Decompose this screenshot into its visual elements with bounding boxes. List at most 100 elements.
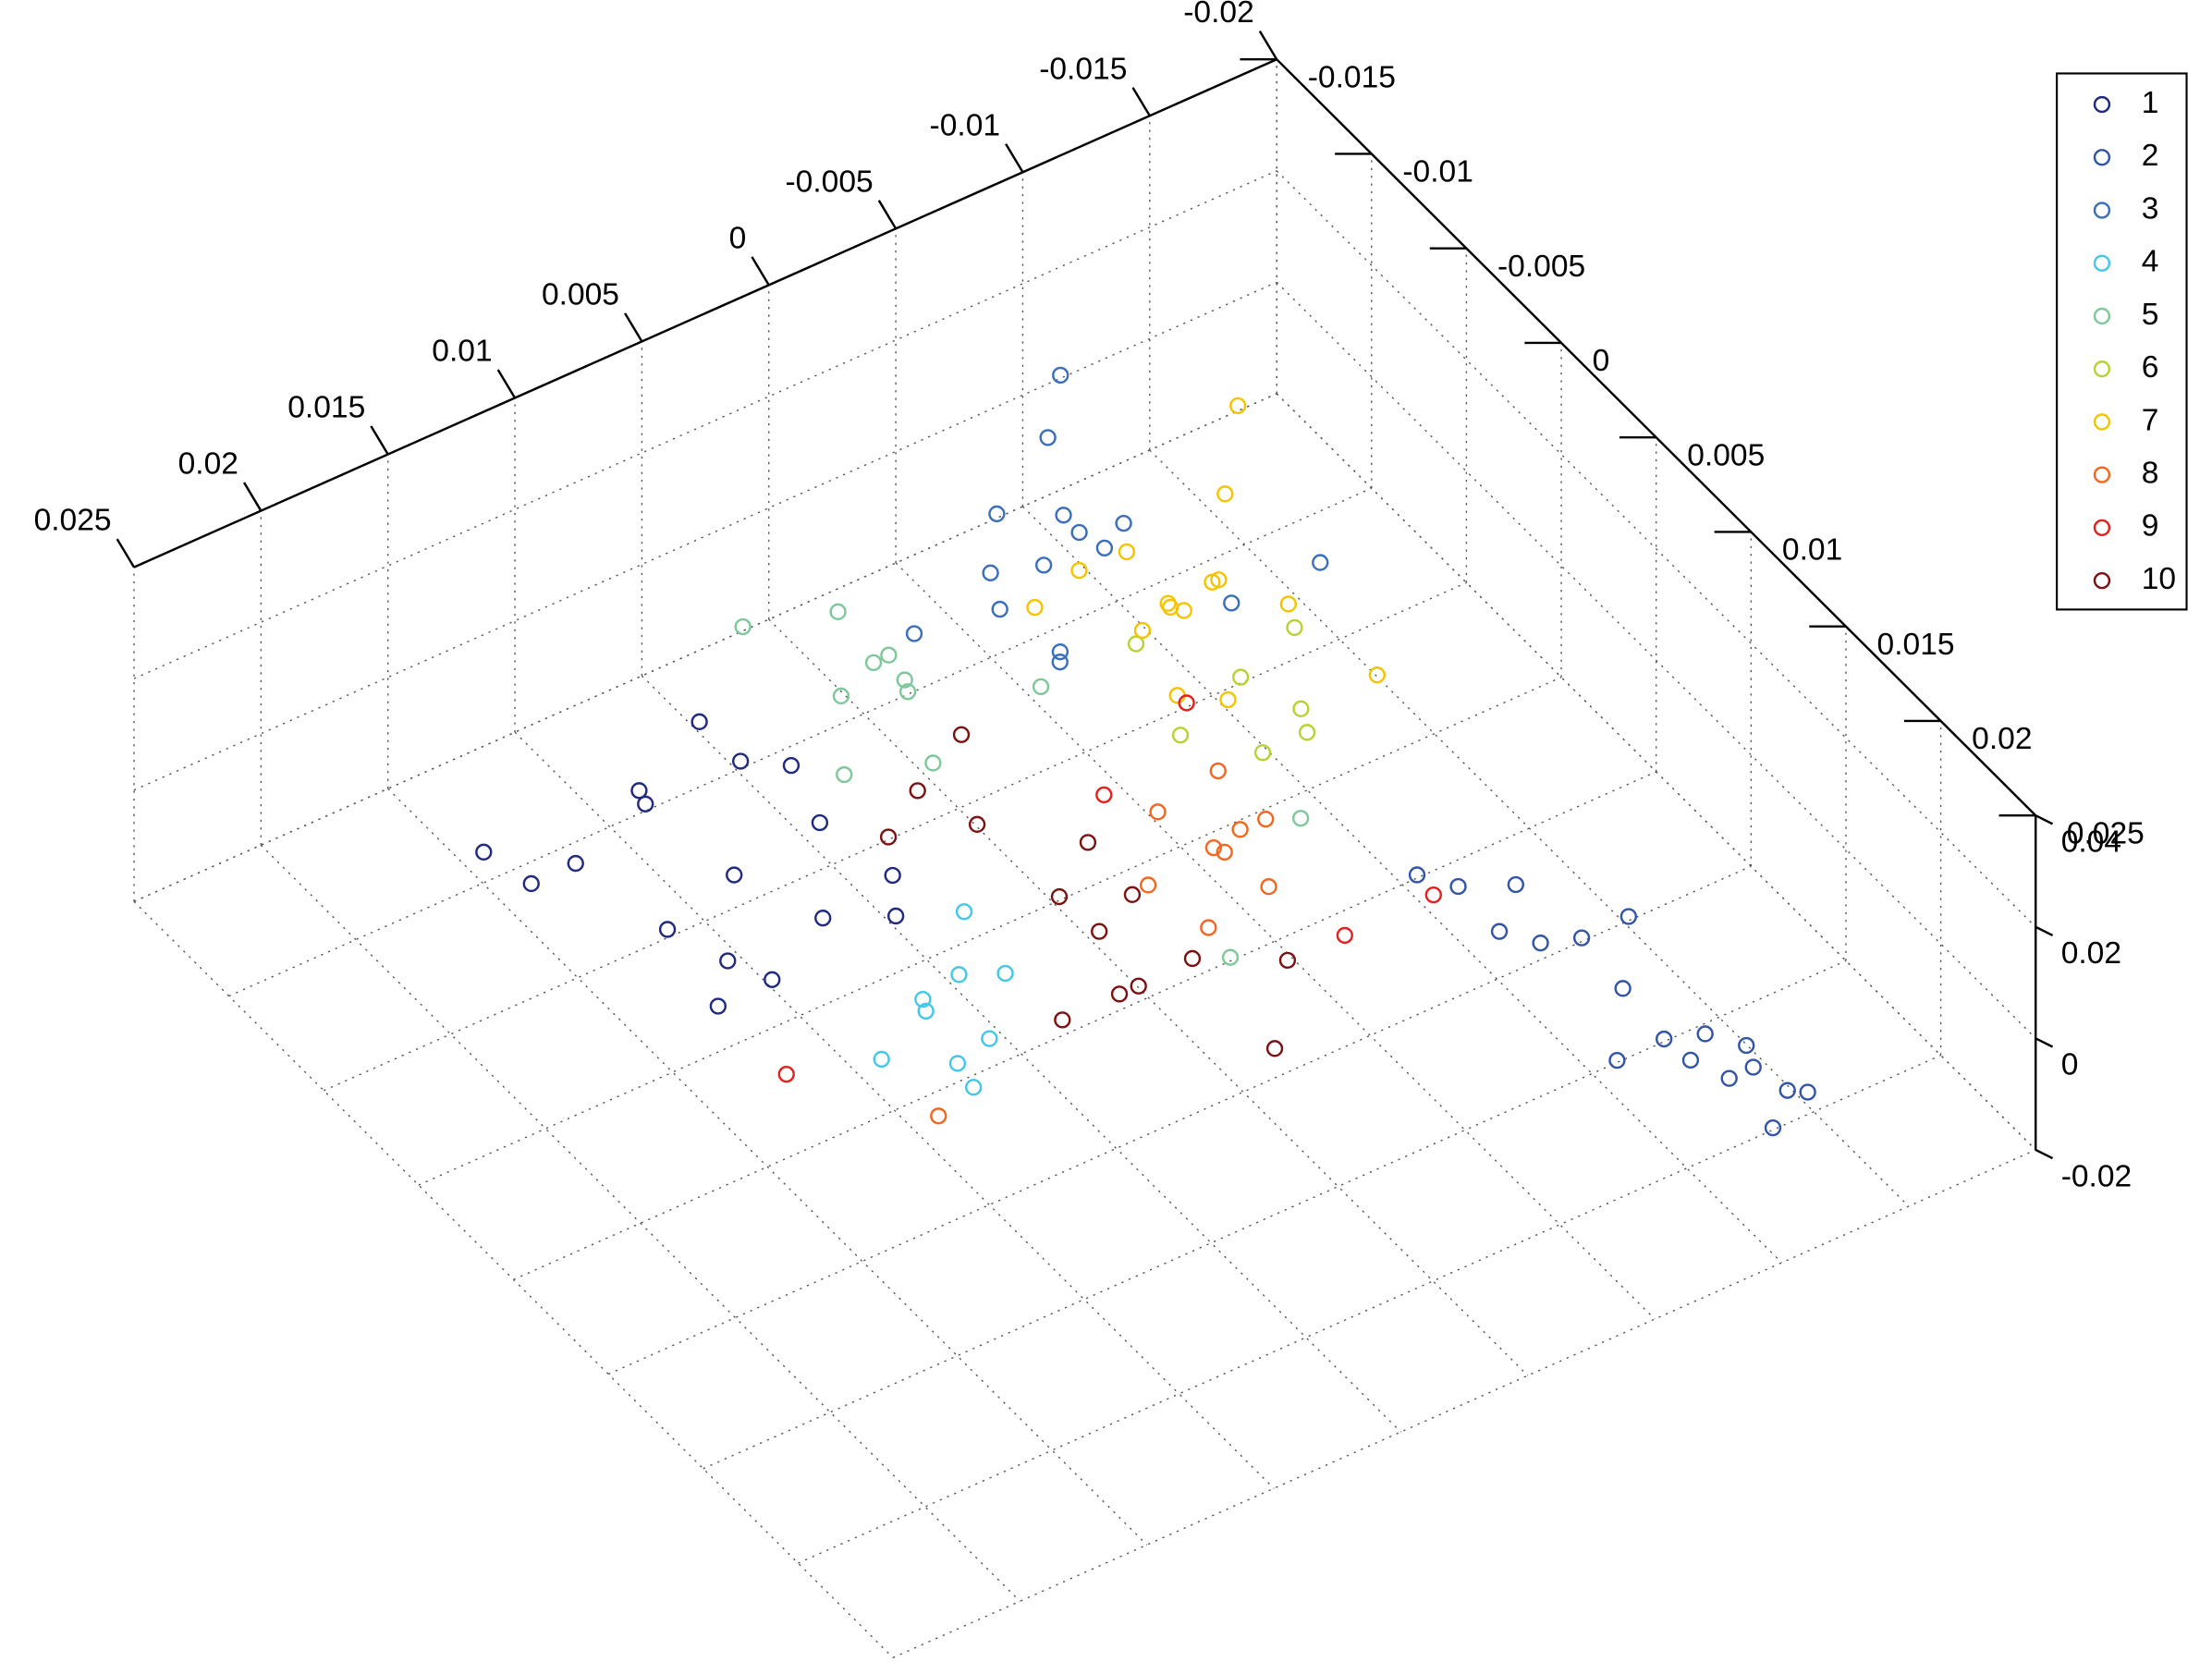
point	[719, 952, 737, 970]
y-tick-label: 0.02	[1972, 722, 2032, 756]
grid-line	[768, 618, 1529, 1376]
point	[1292, 700, 1310, 717]
legend-marker	[2093, 519, 2111, 537]
legend-label: 4	[2142, 245, 2159, 279]
grid-line	[641, 675, 1401, 1433]
legend-label: 6	[2142, 350, 2159, 385]
point	[1744, 1058, 1762, 1076]
point	[829, 603, 847, 620]
point	[1115, 514, 1132, 532]
point	[1159, 594, 1177, 612]
point	[637, 795, 654, 813]
y-tick-label: -0.005	[1497, 250, 1585, 284]
point	[930, 1107, 947, 1125]
point	[1079, 834, 1097, 851]
grid-line	[1276, 170, 2036, 928]
point	[1149, 803, 1167, 821]
legend-label: 10	[2142, 562, 2176, 596]
grid-line	[418, 677, 1562, 1186]
point	[1720, 1069, 1738, 1087]
point	[1231, 821, 1249, 838]
point	[1070, 561, 1088, 580]
x-tick	[116, 538, 136, 568]
x-tick-label: 0.025	[34, 504, 112, 538]
grid-line	[798, 1055, 1941, 1564]
legend-box	[2056, 72, 2188, 611]
point	[1619, 908, 1638, 925]
point	[1408, 866, 1426, 884]
point	[811, 813, 829, 832]
point	[1168, 687, 1186, 704]
point	[981, 1030, 998, 1047]
point	[1039, 429, 1057, 446]
point	[1095, 539, 1114, 557]
point	[1204, 573, 1221, 591]
grid-line	[607, 865, 1752, 1375]
grid-line	[387, 788, 1148, 1546]
point	[1051, 654, 1069, 671]
legend-marker	[2093, 571, 2111, 590]
x-tick-label: -0.005	[786, 165, 874, 199]
point	[1216, 485, 1234, 503]
point	[1257, 811, 1275, 828]
point	[898, 683, 917, 701]
point	[732, 752, 750, 770]
grid-line	[228, 487, 1373, 997]
point	[1424, 886, 1442, 904]
point	[1216, 843, 1233, 862]
y-tick-label: 0.025	[2067, 816, 2145, 850]
point	[1507, 875, 1525, 894]
point	[782, 756, 800, 775]
point	[880, 646, 898, 664]
y-tick-label: 0.01	[1782, 533, 1842, 568]
x-axis	[133, 58, 1277, 568]
legend-label: 8	[2142, 457, 2159, 491]
point	[924, 754, 942, 772]
z-tick-label: 0.04	[2061, 825, 2121, 860]
z-tick	[2035, 1037, 2054, 1048]
point	[1253, 744, 1272, 762]
point	[1123, 886, 1142, 903]
legend-marker	[2093, 466, 2111, 483]
point	[1127, 635, 1145, 653]
legend-label: 1	[2142, 86, 2159, 120]
point	[1656, 1030, 1673, 1048]
x-tick-label: 0.01	[432, 335, 492, 369]
z-tick-label: 0.02	[2061, 936, 2121, 971]
point	[1054, 1011, 1071, 1029]
grid-line	[895, 562, 1656, 1320]
point	[1223, 594, 1240, 612]
point	[726, 866, 743, 884]
point	[836, 765, 853, 784]
legend-marker	[2093, 202, 2111, 219]
point	[764, 971, 781, 988]
x-tick	[370, 425, 389, 456]
point	[777, 1065, 795, 1083]
x-tick	[1131, 87, 1151, 116]
point	[952, 726, 971, 743]
point	[1034, 556, 1053, 574]
point	[1368, 666, 1386, 684]
x-tick-label: -0.015	[1039, 52, 1127, 86]
point	[1070, 523, 1088, 542]
point	[1110, 985, 1129, 1003]
point	[1055, 507, 1072, 524]
point	[1026, 598, 1044, 617]
legend-marker	[2093, 254, 2111, 272]
x-tick-label: 0.02	[178, 447, 238, 482]
point	[950, 966, 968, 984]
grid	[133, 58, 2036, 1658]
point	[988, 505, 1006, 523]
legend-marker	[2093, 361, 2111, 378]
point	[1133, 621, 1152, 640]
point	[1171, 727, 1190, 744]
y-tick-label: -0.015	[1308, 60, 1396, 94]
point	[1696, 1025, 1714, 1043]
point	[1130, 977, 1147, 995]
point	[658, 921, 677, 938]
point	[1209, 762, 1227, 780]
point	[567, 854, 584, 873]
x-tick	[624, 312, 643, 343]
grid-line	[1276, 393, 2036, 1151]
grid-line	[133, 900, 894, 1658]
